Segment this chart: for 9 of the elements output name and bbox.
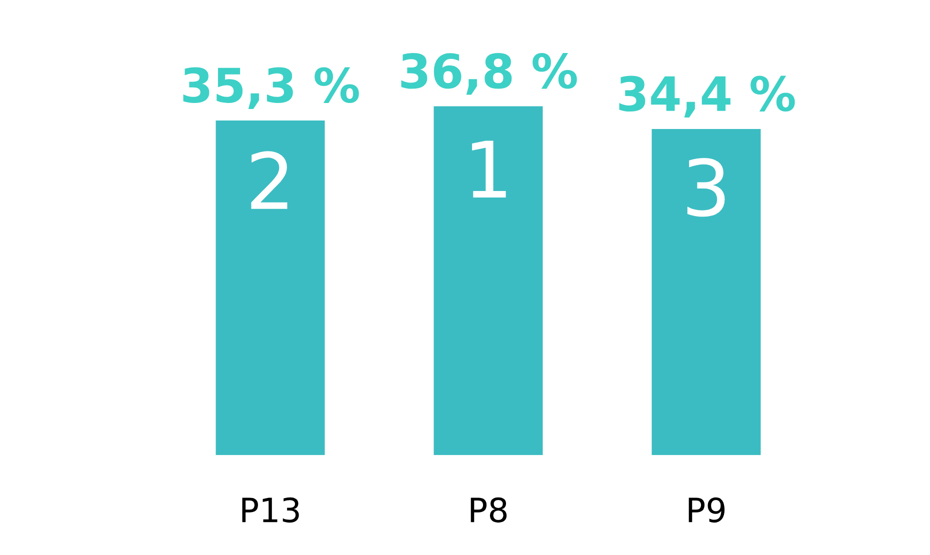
data-label: 35,3 % xyxy=(183,67,359,110)
x-tick-label: P13 xyxy=(242,497,299,523)
x-tick-label: P8 xyxy=(470,497,507,523)
data-label: 36,8 % xyxy=(401,53,577,95)
data-label: 34,4 % xyxy=(619,76,795,118)
annotation: 3 xyxy=(687,158,725,217)
annotation: 2 xyxy=(251,151,288,209)
annotation: 1 xyxy=(472,140,506,198)
x-tick-label: P9 xyxy=(688,497,725,523)
